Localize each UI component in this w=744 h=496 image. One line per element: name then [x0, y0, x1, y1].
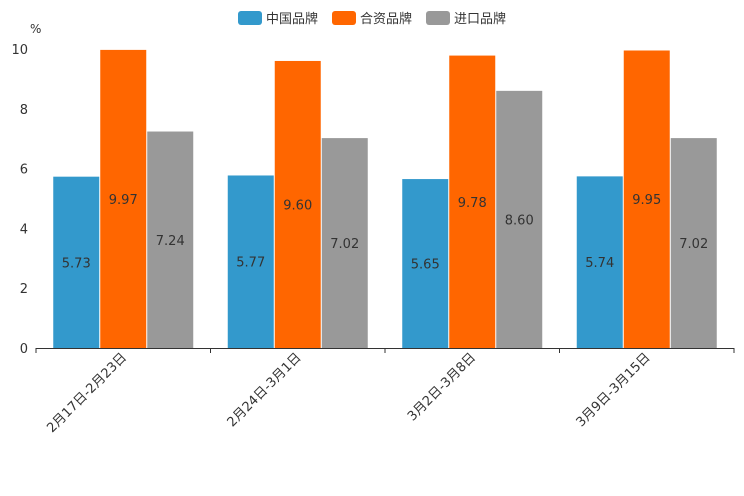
bar-value-label: 5.73 — [62, 256, 91, 271]
legend-item-import-brand[interactable]: 进口品牌 — [426, 8, 506, 27]
y-tick-label: 10 — [11, 43, 28, 58]
x-category-label: 2月24日-3月1日 — [225, 350, 305, 430]
y-tick-label: 0 — [20, 342, 28, 357]
bar — [100, 49, 147, 348]
bar-value-label: 7.24 — [156, 234, 185, 249]
x-axis: 2月17日-2月23日 2月24日-3月1日 3月2日-3月8日 3月9日-3月15日 — [35, 348, 735, 436]
bar-value-label: 5.77 — [236, 256, 265, 271]
y-tick-label: 2 — [20, 282, 28, 297]
bar — [496, 90, 543, 349]
x-category-label: 3月9日-3月15日 — [574, 350, 654, 430]
bar-value-label: 5.65 — [411, 258, 440, 273]
bar-value-label: 7.02 — [679, 237, 708, 252]
y-axis-unit-label: % — [30, 22, 41, 36]
bar — [623, 50, 670, 349]
legend-swatch-import-brand — [426, 10, 450, 25]
bar-value-label: 8.60 — [505, 213, 534, 228]
bar-value-label: 5.74 — [585, 256, 614, 271]
legend-item-china-brand[interactable]: 中国品牌 — [237, 8, 318, 27]
y-tick-label: 6 — [20, 163, 28, 178]
y-axis: 0 2 4 6 8 10 — [11, 43, 28, 357]
legend-swatch-china-brand — [237, 10, 262, 25]
x-category-label: 2月17日-2月23日 — [44, 350, 130, 436]
bars-group: 5.73 9.97 7.24 5.77 9.60 7.02 5.65 9.78 8.60 5.74… — [53, 49, 717, 349]
legend-label-china-brand: 中国品牌 — [265, 12, 318, 27]
bar-value-label: 9.60 — [283, 198, 312, 213]
bar — [53, 176, 100, 348]
bar — [449, 55, 496, 348]
legend-item-jv-brand[interactable]: 合资品牌 — [331, 8, 412, 27]
bar — [321, 138, 368, 348]
bar-value-label: 7.02 — [330, 237, 359, 252]
bar-value-label: 9.78 — [458, 196, 487, 211]
y-tick-label: 8 — [20, 103, 28, 118]
legend-label-jv-brand: 合资品牌 — [359, 12, 412, 27]
bar — [670, 138, 717, 348]
bar — [227, 175, 274, 348]
bar — [402, 179, 449, 348]
legend: 中国品牌 合资品牌 进口品牌 — [0, 8, 744, 27]
legend-swatch-jv-brand — [331, 10, 356, 25]
x-category-label: 3月2日-3月8日 — [405, 350, 479, 424]
bar — [274, 60, 321, 349]
y-tick-label: 4 — [20, 222, 28, 237]
bar-value-label: 9.95 — [632, 193, 661, 208]
bar — [576, 176, 623, 348]
legend-label-import-brand: 进口品牌 — [454, 12, 507, 27]
bar-value-label: 9.97 — [109, 193, 138, 208]
bar — [147, 131, 194, 348]
